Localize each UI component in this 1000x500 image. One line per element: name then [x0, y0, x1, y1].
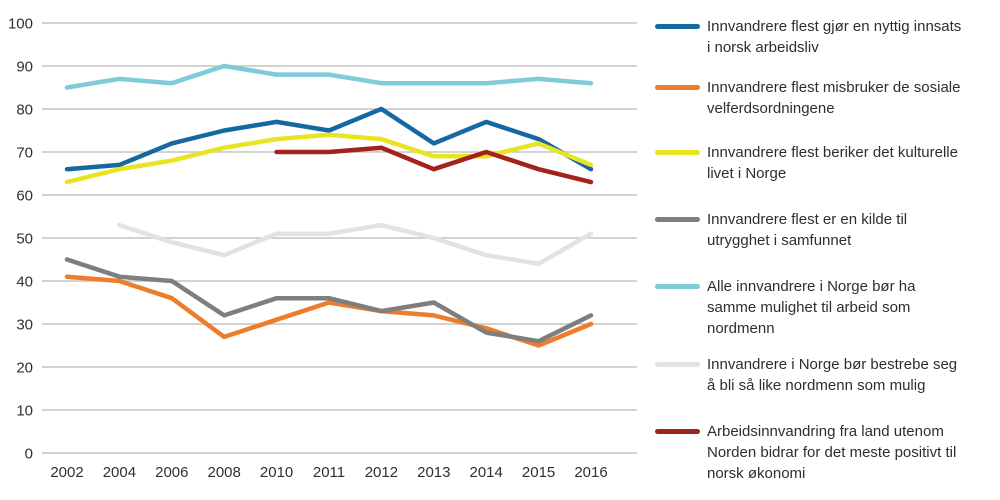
legend-swatch-lightgray: [655, 362, 700, 367]
x-tick-label: 2014: [470, 464, 503, 481]
legend-item: Alle innvandrere i Norge bør ha samme mu…: [655, 276, 915, 339]
legend-swatch-gray: [655, 217, 700, 222]
legend-label: Alle innvandrere i Norge bør ha samme mu…: [707, 278, 916, 337]
legend-swatch-darkred: [655, 429, 700, 434]
y-tick-label: 20: [16, 360, 33, 377]
legend-label: Innvandrere flest misbruker de sosiale v…: [707, 79, 961, 117]
series-line-2: [64, 132, 594, 185]
y-tick-label: 60: [16, 188, 33, 205]
x-tick-label: 2016: [574, 464, 607, 481]
gridlines: [42, 22, 637, 454]
x-tick-label: 2006: [155, 464, 188, 481]
legend-item: Arbeidsinnvandring fra land utenom Norde…: [655, 421, 956, 484]
x-tick-label: 2010: [260, 464, 293, 481]
x-tick-label: 2002: [50, 464, 83, 481]
x-axis-tick-labels: 2002 2004 2006 2008 2010 2011 2012 2013 2014 2015…: [50, 464, 607, 481]
legend-swatch-yellow: [655, 150, 700, 155]
series-line-4: [64, 63, 594, 90]
y-tick-label: 0: [25, 446, 33, 463]
legend-swatch-cyan: [655, 284, 700, 289]
legend-label: Arbeidsinnvandring fra land utenom Norde…: [707, 423, 957, 482]
legend-item: Innvandrere flest gjør en nyttig innsats…: [655, 16, 961, 58]
legend-item: Innvandrere flest misbruker de sosiale v…: [655, 77, 960, 119]
legend-label: Innvandrere i Norge bør bestrebe seg å b…: [707, 356, 958, 394]
y-tick-label: 90: [16, 59, 33, 76]
x-tick-label: 2013: [417, 464, 450, 481]
y-tick-label: 30: [16, 317, 33, 334]
legend-label: Innvandrere flest gjør en nyttig innsats…: [707, 18, 962, 56]
legend-swatch-orange: [655, 85, 700, 90]
legend-item: Innvandrere flest beriker det kulturelle…: [655, 142, 958, 184]
legend-swatch-blue: [655, 24, 700, 29]
x-tick-label: 2015: [522, 464, 555, 481]
series-line-5: [117, 222, 594, 267]
x-tick-label: 2008: [208, 464, 241, 481]
legend-label: Innvandrere flest er en kilde til utrygg…: [707, 211, 908, 249]
y-tick-label: 10: [16, 403, 33, 420]
x-tick-label: 2011: [313, 464, 345, 481]
legend-label: Innvandrere flest beriker det kulturelle…: [707, 144, 958, 182]
x-tick-label: 2004: [103, 464, 136, 481]
x-tick-label: 2012: [365, 464, 398, 481]
series-line-6: [274, 145, 594, 185]
y-tick-label: 100: [8, 16, 33, 33]
series-line-0: [64, 106, 594, 172]
y-tick-label: 70: [16, 145, 33, 162]
y-tick-label: 80: [16, 102, 33, 119]
series-line-3: [64, 257, 594, 344]
legend-item: Innvandrere flest er en kilde til utrygg…: [655, 209, 907, 251]
y-tick-label: 40: [16, 274, 33, 291]
legend-item: Innvandrere i Norge bør bestrebe seg å b…: [655, 354, 957, 396]
y-axis-tick-labels: 0 10 20 30 40 50 60 70 80 90 100: [8, 16, 33, 463]
y-tick-label: 50: [16, 231, 33, 248]
